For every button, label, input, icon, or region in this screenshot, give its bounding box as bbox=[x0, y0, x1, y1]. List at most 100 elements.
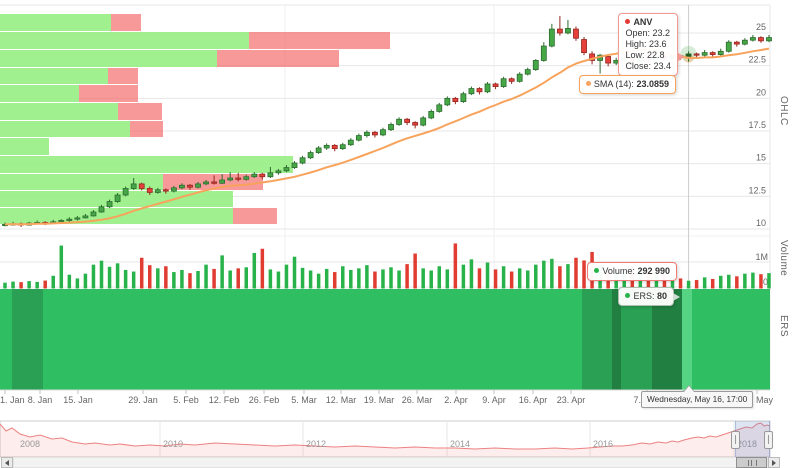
candle[interactable] bbox=[58, 220, 65, 223]
volume-bar[interactable] bbox=[501, 266, 506, 289]
volume-bar[interactable] bbox=[188, 273, 192, 289]
volume-bar[interactable] bbox=[445, 269, 450, 289]
volume-bar[interactable] bbox=[767, 273, 771, 289]
volume-bar[interactable] bbox=[107, 266, 112, 289]
volume-bar[interactable] bbox=[702, 277, 707, 289]
volume-bar[interactable] bbox=[493, 269, 498, 289]
candle[interactable] bbox=[548, 28, 555, 47]
volume-bar[interactable] bbox=[19, 282, 23, 289]
volume-bar[interactable] bbox=[35, 281, 39, 289]
navigator-handle-left[interactable] bbox=[731, 431, 740, 449]
volume-bar[interactable] bbox=[75, 278, 80, 289]
volume-bar[interactable] bbox=[759, 274, 763, 289]
candle[interactable] bbox=[532, 60, 539, 70]
candle[interactable] bbox=[581, 39, 587, 53]
volume-bar[interactable] bbox=[461, 264, 466, 289]
candle[interactable] bbox=[307, 152, 314, 159]
scrollbar-track[interactable] bbox=[13, 457, 768, 468]
candle[interactable] bbox=[556, 28, 563, 34]
volume-bar[interactable] bbox=[204, 264, 208, 289]
volume-bar[interactable] bbox=[43, 280, 47, 289]
volume-bar[interactable] bbox=[453, 243, 458, 289]
candle[interactable] bbox=[388, 124, 394, 131]
volume-bar[interactable] bbox=[131, 271, 136, 289]
candle[interactable] bbox=[476, 88, 483, 93]
candle[interactable] bbox=[758, 37, 764, 42]
volume-bar[interactable] bbox=[332, 272, 337, 289]
volume-bar[interactable] bbox=[686, 280, 691, 289]
candle[interactable] bbox=[516, 73, 523, 82]
candle[interactable] bbox=[685, 53, 692, 57]
volume-bar[interactable] bbox=[357, 268, 361, 289]
volume-bar[interactable] bbox=[284, 264, 289, 289]
volume-bar[interactable] bbox=[373, 271, 377, 289]
candle[interactable] bbox=[227, 177, 234, 181]
candle[interactable] bbox=[766, 37, 772, 42]
volume-bar[interactable] bbox=[534, 264, 538, 289]
candle[interactable] bbox=[243, 176, 250, 180]
volume-bar[interactable] bbox=[51, 275, 56, 289]
candle[interactable] bbox=[114, 194, 121, 202]
volume-bar[interactable] bbox=[260, 248, 265, 289]
volume-bar[interactable] bbox=[694, 280, 699, 289]
candle[interactable] bbox=[331, 144, 338, 150]
volume-bar[interactable] bbox=[292, 256, 297, 289]
candle[interactable] bbox=[420, 117, 427, 126]
volume-bar[interactable] bbox=[727, 274, 731, 289]
candle[interactable] bbox=[460, 93, 467, 102]
candle[interactable] bbox=[122, 188, 129, 196]
candle[interactable] bbox=[130, 183, 137, 189]
candle[interactable] bbox=[693, 53, 700, 56]
candle[interactable] bbox=[363, 131, 370, 136]
volume-bar[interactable] bbox=[389, 267, 393, 289]
candle[interactable] bbox=[452, 97, 459, 102]
volume-bar[interactable] bbox=[550, 258, 554, 289]
candle[interactable] bbox=[741, 39, 748, 45]
candle[interactable] bbox=[396, 118, 402, 125]
scrollbar-right-button[interactable] bbox=[768, 457, 780, 468]
volume-bar[interactable] bbox=[469, 259, 474, 289]
volume-bar[interactable] bbox=[405, 264, 409, 289]
volume-bar[interactable] bbox=[27, 281, 31, 289]
candle[interactable] bbox=[219, 179, 226, 184]
volume-bar[interactable] bbox=[212, 268, 216, 289]
volume-bar[interactable] bbox=[710, 278, 715, 289]
volume-bar[interactable] bbox=[421, 268, 425, 289]
candle[interactable] bbox=[146, 188, 153, 193]
volume-bar[interactable] bbox=[662, 274, 667, 289]
volume-bar[interactable] bbox=[429, 270, 433, 289]
candle[interactable] bbox=[211, 181, 217, 184]
candle[interactable] bbox=[106, 201, 113, 208]
volume-bar[interactable] bbox=[735, 276, 739, 289]
candle[interactable] bbox=[283, 167, 290, 172]
candle[interactable] bbox=[347, 139, 354, 146]
volume-bar[interactable] bbox=[300, 267, 305, 289]
volume-bar[interactable] bbox=[276, 271, 281, 289]
candle[interactable] bbox=[540, 45, 547, 61]
candle[interactable] bbox=[524, 69, 531, 75]
candle[interactable] bbox=[733, 41, 740, 45]
candle[interactable] bbox=[380, 129, 386, 136]
volume-bar[interactable] bbox=[349, 269, 353, 289]
candle[interactable] bbox=[203, 181, 209, 185]
volume-bar[interactable] bbox=[341, 266, 345, 289]
volume-bar[interactable] bbox=[268, 269, 273, 289]
candle[interactable] bbox=[162, 189, 169, 192]
candle[interactable] bbox=[412, 122, 419, 126]
volume-bar[interactable] bbox=[164, 266, 168, 289]
candle[interactable] bbox=[492, 83, 499, 87]
volume-bar[interactable] bbox=[437, 266, 442, 289]
candle[interactable] bbox=[372, 131, 378, 136]
candle[interactable] bbox=[444, 97, 451, 106]
candle[interactable] bbox=[299, 157, 306, 164]
volume-bar[interactable] bbox=[244, 267, 249, 289]
candle[interactable] bbox=[138, 183, 145, 189]
volume-bar[interactable] bbox=[236, 268, 240, 289]
volume-bar[interactable] bbox=[196, 271, 200, 289]
volume-bar[interactable] bbox=[308, 270, 313, 289]
candle[interactable] bbox=[468, 88, 475, 95]
candle[interactable] bbox=[66, 218, 73, 221]
volume-bar[interactable] bbox=[67, 274, 72, 289]
volume-bar[interactable] bbox=[582, 260, 586, 289]
